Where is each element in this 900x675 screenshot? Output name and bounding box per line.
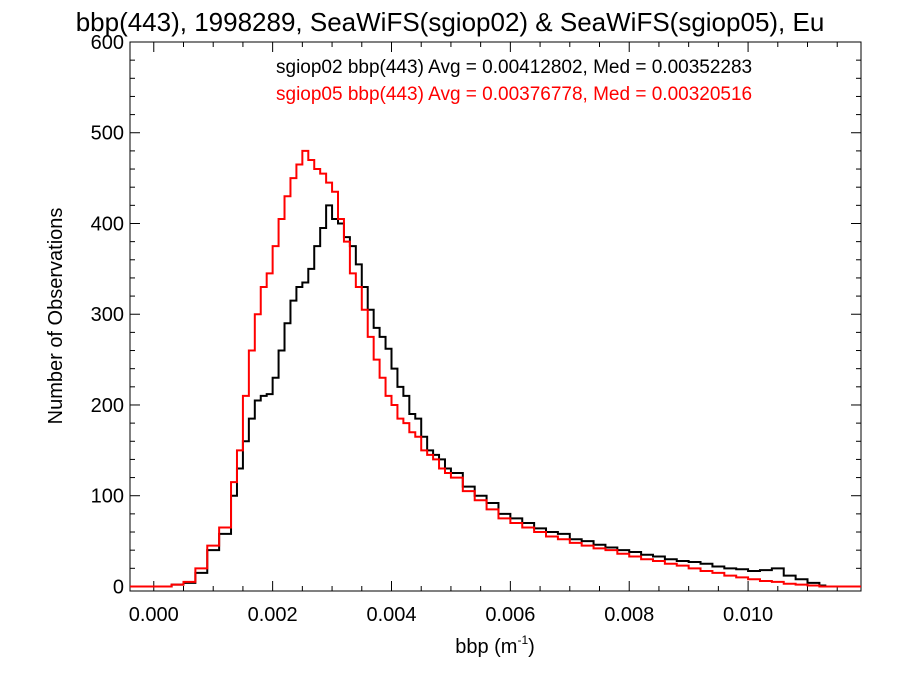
y-tick-label: 600 (91, 32, 124, 54)
y-tick-label: 100 (91, 486, 124, 508)
series-layer (130, 149, 861, 588)
x-tick-label: 0.010 (723, 604, 773, 626)
series-sgiop05-histogram (130, 149, 861, 588)
plot-area: 0 100 200 300 400 500 600 0.000 0.002 0.004 0.006… (91, 32, 862, 626)
x-tick-label: 0.002 (248, 604, 298, 626)
x-tick-label: 0.006 (485, 604, 535, 626)
y-tick-label: 200 (91, 395, 124, 417)
y-tick-label: 500 (91, 123, 124, 145)
y-tick-label: 0 (113, 576, 124, 598)
series-sgiop02-histogram (130, 204, 861, 588)
annotation-sgiop05: sgiop05 bbp(443) Avg = 0.00376778, Med =… (276, 84, 752, 105)
plot-frame (129, 41, 862, 592)
y-axis-label: Number of Observations (45, 208, 67, 425)
x-tick-label: 0.004 (366, 604, 416, 626)
y-tick-label: 400 (91, 213, 124, 235)
x-axis-label: bbp (m-1) (455, 633, 535, 658)
y-axis: 0 100 200 300 400 500 600 (91, 32, 861, 598)
x-axis-label-close: ) (528, 636, 535, 658)
x-tick-label: 0.008 (604, 604, 654, 626)
x-axis-label-superscript: -1 (517, 633, 528, 647)
x-axis-label-main: bbp (m (455, 636, 517, 658)
y-tick-label: 300 (91, 304, 124, 326)
chart-title: bbp(443), 1998289, SeaWiFS(sgiop02) & Se… (76, 7, 825, 37)
x-tick-label: 0.000 (129, 604, 179, 626)
x-axis: 0.000 0.002 0.004 0.006 0.008 0.010 (129, 42, 838, 626)
annotation-sgiop02: sgiop02 bbp(443) Avg = 0.00412802, Med =… (276, 57, 752, 78)
